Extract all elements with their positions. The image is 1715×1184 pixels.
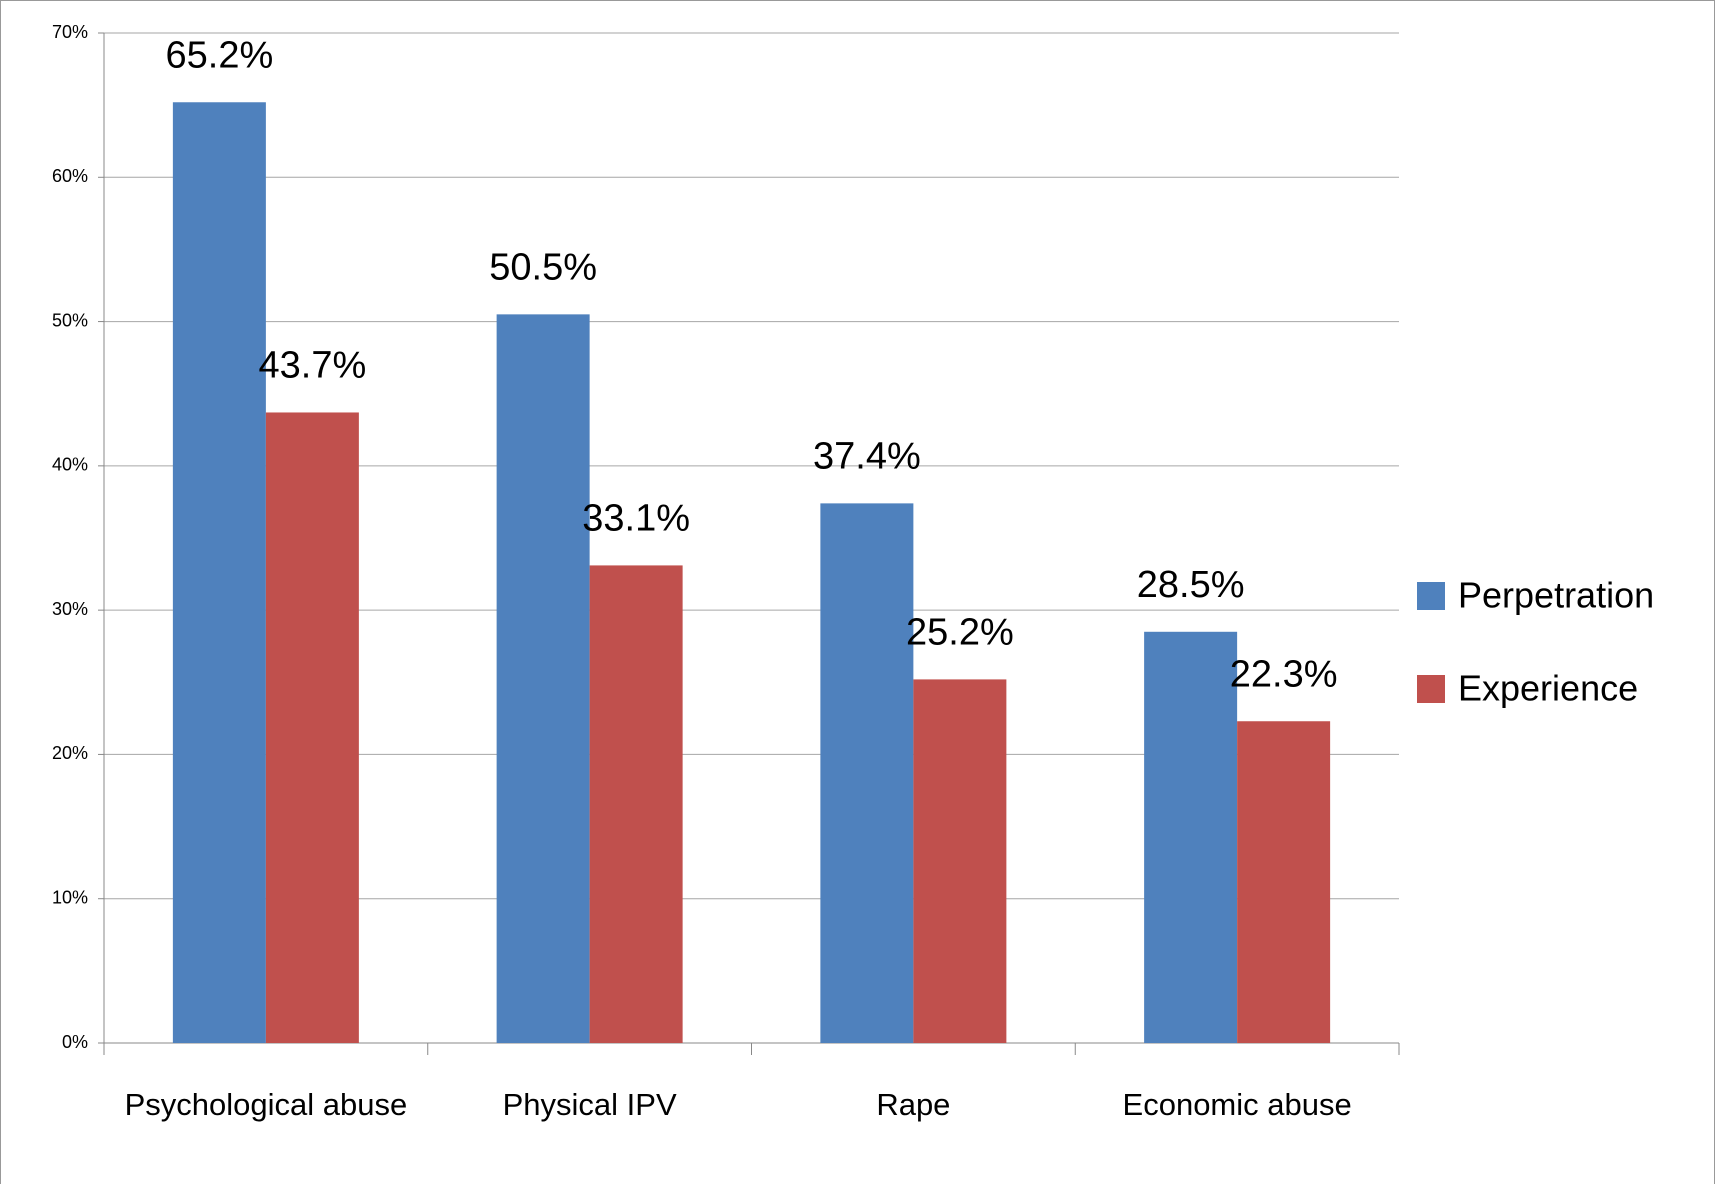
legend-label: Experience — [1458, 668, 1638, 709]
y-tick-label: 30% — [52, 599, 88, 619]
y-tick-label: 70% — [52, 22, 88, 42]
bar — [913, 679, 1007, 1043]
y-tick-label: 10% — [52, 887, 88, 907]
x-tick-label: Physical IPV — [502, 1087, 677, 1122]
value-label: 22.3% — [1230, 653, 1338, 695]
y-tick-label: 20% — [52, 743, 88, 763]
value-label: 33.1% — [582, 497, 690, 539]
value-label: 25.2% — [906, 611, 1014, 653]
legend-swatch — [1417, 582, 1445, 610]
bar — [589, 565, 683, 1043]
x-tick-label: Psychological abuse — [124, 1087, 408, 1122]
bar — [496, 314, 590, 1043]
value-label: 65.2% — [166, 34, 274, 76]
legend-swatch — [1417, 675, 1445, 703]
y-tick-label: 60% — [52, 166, 88, 186]
bar — [265, 412, 359, 1043]
x-tick-label: Economic abuse — [1122, 1087, 1352, 1122]
value-label: 43.7% — [259, 345, 367, 387]
y-tick-label: 40% — [52, 455, 88, 475]
value-label: 37.4% — [813, 435, 921, 477]
x-tick-label: Rape — [876, 1087, 951, 1122]
y-tick-label: 50% — [52, 310, 88, 330]
value-label: 50.5% — [489, 246, 597, 288]
bar — [820, 503, 914, 1043]
bar — [1237, 721, 1331, 1043]
bar — [172, 102, 266, 1043]
value-label: 28.5% — [1137, 564, 1245, 606]
y-tick-label: 0% — [62, 1032, 88, 1052]
bar — [1144, 631, 1238, 1043]
legend-label: Perpetration — [1458, 575, 1654, 616]
